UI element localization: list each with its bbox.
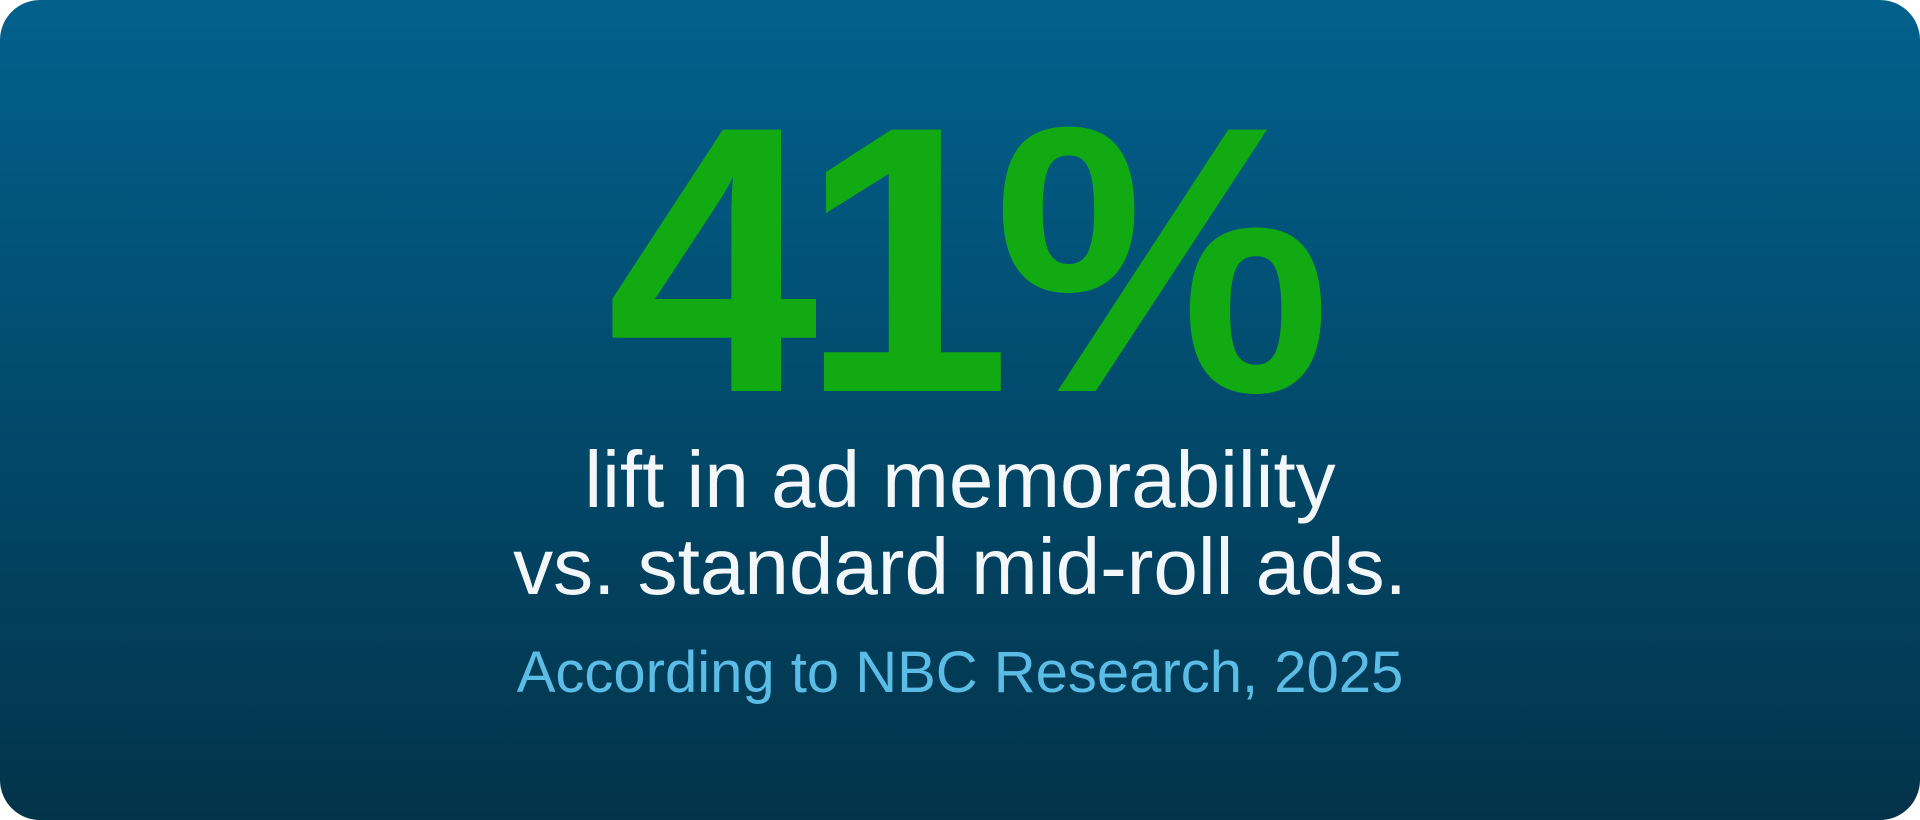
description-line: lift in ad memorability: [584, 435, 1336, 524]
description-line: vs. standard mid-roll ads.: [513, 522, 1407, 611]
source-note: According to NBC Research, 2025: [516, 640, 1404, 705]
stat-value: 41%: [606, 47, 1332, 472]
